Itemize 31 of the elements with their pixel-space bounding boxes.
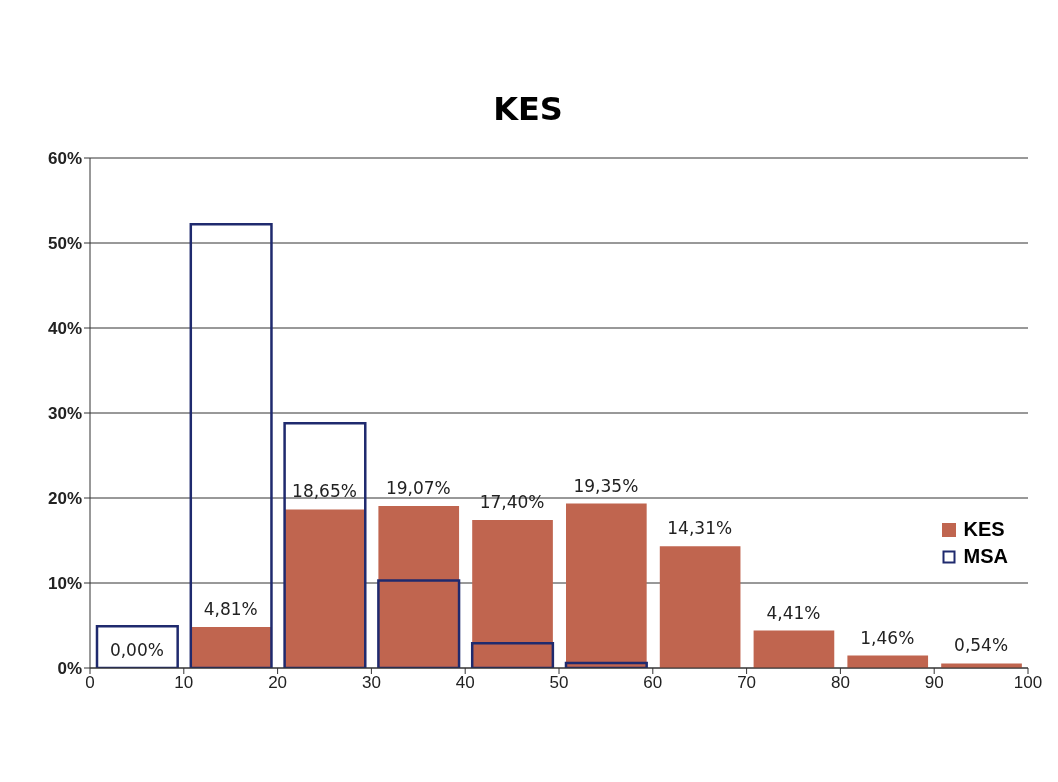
y-tick-label: 20% — [47, 489, 82, 509]
data-label: 14,31% — [667, 518, 733, 539]
x-tick-label: 100 — [1013, 673, 1043, 693]
x-tick-label: 50 — [549, 673, 569, 693]
data-label: 4,81% — [203, 599, 258, 620]
x-tick-label: 70 — [737, 673, 757, 693]
legend-label: MSA — [963, 545, 1008, 568]
x-tick-label: 10 — [174, 673, 194, 693]
legend-label: KES — [963, 518, 1005, 541]
y-tick-label: 30% — [47, 404, 82, 424]
data-label: 1,46% — [860, 627, 915, 648]
x-tick-label: 40 — [455, 673, 475, 693]
x-tick-label: 20 — [268, 673, 288, 693]
y-tick-label: 60% — [47, 149, 82, 169]
data-label: 4,41% — [766, 602, 821, 623]
data-label: 0,00% — [109, 640, 164, 660]
chart-title: KES — [492, 90, 564, 128]
x-tick-label: 0 — [85, 673, 95, 693]
data-label: 19,07% — [385, 477, 451, 498]
data-label: 18,65% — [292, 481, 357, 502]
x-tick-label: 90 — [924, 673, 944, 693]
y-tick-label: 50% — [47, 234, 82, 254]
x-tick-label: 30 — [361, 673, 381, 693]
x-tick-label: 80 — [830, 673, 850, 693]
data-label: 17,40% — [479, 492, 545, 513]
y-tick-label: 40% — [47, 319, 82, 339]
data-label: 0,54% — [954, 635, 1009, 656]
x-tick-label: 60 — [643, 673, 663, 693]
y-tick-label: 10% — [47, 574, 82, 594]
data-label: 19,35% — [573, 475, 639, 496]
y-tick-label: 0% — [57, 659, 82, 679]
